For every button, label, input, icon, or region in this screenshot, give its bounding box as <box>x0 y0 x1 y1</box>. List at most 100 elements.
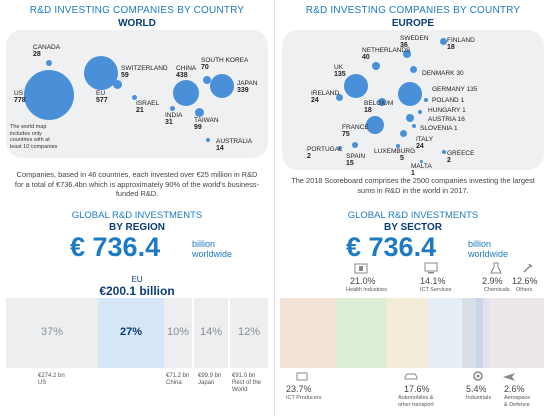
bubble-switzerland <box>113 80 122 89</box>
sector-bar-automobile <box>386 298 428 368</box>
label-australia: AUSTRALIA 14 <box>216 138 253 152</box>
label-us: US 778 <box>14 90 26 104</box>
label-switzerland: SWITZERLAND 59 <box>121 65 168 79</box>
label-south-korea: SOUTH KOREA 70 <box>201 57 249 71</box>
right-title: R&D INVESTING COMPANIES BY COUNTRY <box>305 5 521 16</box>
bubble-greece <box>442 150 446 154</box>
bubble-netherlands <box>372 62 380 70</box>
bubble-luxemburg <box>396 144 400 148</box>
right-big-unit: billion worldwide <box>468 239 509 259</box>
label-italy: ITALY 24 <box>416 136 434 150</box>
bubble-sweden <box>403 50 411 58</box>
chemicals-icon <box>490 262 502 274</box>
industrials-icon <box>473 371 483 381</box>
bubble-slovenia <box>412 124 416 128</box>
left-big-unit: billion worldwide <box>192 239 233 259</box>
sector-pct-chemicals: 2.9% <box>482 276 503 286</box>
bubble-china <box>173 80 199 106</box>
eu-value: €200.1 billion <box>99 284 175 298</box>
sector-label-automobile: Automobiles & other transport <box>398 395 434 408</box>
bubble-denmark <box>410 66 417 73</box>
label-netherlands: NETHERLANDS 40 <box>362 47 411 61</box>
label-india: INDIA 31 <box>165 112 183 126</box>
sector-pct-automobile: 17.6% <box>404 384 430 394</box>
sector-pct-aerospace: 2.6% <box>504 384 525 394</box>
bubble-france <box>366 116 384 134</box>
bubble-malta <box>420 160 423 163</box>
label-germany: GERMANY 135 <box>432 86 478 93</box>
bubble-eu <box>84 56 118 90</box>
label-denmark: DENMARK 30 <box>422 70 464 77</box>
bubble-uk <box>344 74 368 98</box>
right-global-by: BY SECTOR <box>384 222 442 233</box>
label-sweden: SWEDEN 36 <box>400 35 429 49</box>
left-subtitle: WORLD <box>118 18 156 29</box>
label-belgium: BELGIUM 18 <box>364 100 394 114</box>
sector-bar-aerospace <box>483 298 490 368</box>
sector-label-ict-services: ICT Services <box>420 287 452 293</box>
sector-bar-ict-services <box>428 298 462 368</box>
region-bar-eu: 27% <box>98 298 164 368</box>
bubble-finland <box>440 38 447 45</box>
label-slovenia: SLOVENIA 1 <box>420 125 458 132</box>
sector-pct-industrials: 5.4% <box>466 384 487 394</box>
bubble-japan <box>210 74 234 98</box>
region-label-rest: €91.0 bn Rest of the World <box>232 373 262 393</box>
sector-pct-ict-producers: 23.7% <box>286 384 312 394</box>
label-eu: EU 577 <box>96 90 108 104</box>
bubble-canada <box>46 60 52 66</box>
eu-label: EU <box>131 275 143 284</box>
label-israel: ISRAEL 21 <box>136 100 160 114</box>
sector-bar-industrials <box>462 298 476 368</box>
label-poland: POLAND 1 <box>432 97 465 104</box>
sector-label-ict-producers: ICT Producers <box>286 395 322 401</box>
label-japan: JAPAN 339 <box>237 80 258 94</box>
region-bar-rest: 12% <box>230 298 268 368</box>
label-greece: GREECE 2 <box>447 150 475 164</box>
left-global-by: BY REGION <box>109 222 165 233</box>
bubble-austria <box>406 114 414 122</box>
bubble-ireland <box>336 94 343 101</box>
right-big-value: € 736.4 <box>346 232 437 262</box>
automobile-icon <box>404 373 418 380</box>
sector-label-aerospace: Aerospace & Defence <box>504 395 531 408</box>
region-label-japan: €99.9 bn Japan <box>198 373 222 386</box>
sector-label-health: Health industries <box>346 287 387 293</box>
left-title: R&D INVESTING COMPANIES BY COUNTRY <box>29 5 245 16</box>
region-label-us: €274.2 bn US <box>38 373 65 386</box>
sector-label-industrials: Industrials <box>466 395 492 401</box>
region-label-china: €71.2 bn China <box>166 373 190 386</box>
region-pct-eu: 27% <box>119 326 143 338</box>
label-malta: MALTA 1 <box>411 163 432 177</box>
bubble-italy <box>400 130 407 137</box>
bubble-portugal <box>338 146 342 150</box>
sector-bar-ict-producers <box>280 298 336 368</box>
label-china: CHINA 438 <box>176 65 197 79</box>
sector-pct-health: 21.0% <box>350 276 376 286</box>
left-big-value: € 736.4 <box>70 232 161 262</box>
sector-label-others: Others <box>516 287 533 293</box>
label-hungary: HUNGARY 1 <box>428 107 466 114</box>
ict-services-icon <box>424 262 438 274</box>
sector-bar-chemicals <box>476 298 483 368</box>
bubble-us <box>24 70 74 120</box>
panel-divider <box>274 0 275 416</box>
sector-bar-health <box>336 298 386 368</box>
bubble-hungary <box>418 110 422 114</box>
bubble-belgium <box>378 98 386 106</box>
health-icon <box>354 263 368 274</box>
bubble-germany <box>398 82 422 106</box>
label-finland: FINLAND 18 <box>447 37 475 51</box>
sector-pct-ict-services: 14.1% <box>420 276 446 286</box>
right-subtitle: EUROPE <box>391 18 435 29</box>
region-pct-rest: 12% <box>237 326 261 338</box>
right-description: The 2018 Scoreboard comprises the 2500 c… <box>291 176 535 195</box>
label-portugal: PORTUGAL 2 <box>307 146 343 160</box>
others-icon <box>523 263 533 273</box>
ict-producers-icon <box>296 372 308 381</box>
region-pct-japan: 14% <box>199 326 223 338</box>
sector-bar-others <box>490 298 544 368</box>
label-canada: CANADA 28 <box>33 44 61 58</box>
bubble-india <box>170 106 175 111</box>
region-bar-us: 37% <box>6 298 98 368</box>
